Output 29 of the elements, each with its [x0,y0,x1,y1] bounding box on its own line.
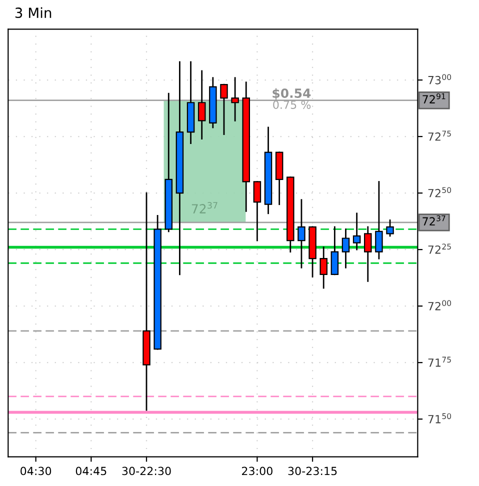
candlestick [364,226,372,282]
x-tick-label: 04:30 [20,466,52,476]
candlestick [342,228,350,268]
y-tick-label: 72$^{00}$ [428,300,452,310]
y-tick-label: 72 $^{50}$ [428,187,452,198]
y-tick-label: 73$^{00}$ [428,74,452,84]
ref-line-label: 72$^{37}$ [422,215,446,226]
annotation: $0.54 [272,88,311,100]
candlestick [330,226,339,276]
x-tick-label: 04:45 [76,466,106,476]
ref-line-label: 72$^{91}$ [422,93,446,104]
candlestick [375,181,383,260]
y-tick-label: 72 $^{75}$ [428,130,451,141]
candlestick [220,84,228,135]
chart-title: 3 Min [15,7,52,18]
y-tick-label: 71$^{50}$ [428,413,452,424]
candlestick [352,212,361,250]
y-tick-label: 71$^{75}$ [428,356,451,367]
x-tick-label: 30-22:30 [122,466,171,476]
x-tick-label: 30-23:15 [288,466,337,476]
y-tick-label: 72 $^{25}$ [428,244,451,254]
candlestick [253,181,262,242]
x-tick-label: 23:00 [242,466,272,476]
candlestick [298,199,306,268]
candlestick [231,77,239,122]
candlestick [320,246,328,289]
candlestick [198,70,206,140]
annotation: 72$^{37}$ [192,202,218,214]
candlestick [386,219,394,237]
